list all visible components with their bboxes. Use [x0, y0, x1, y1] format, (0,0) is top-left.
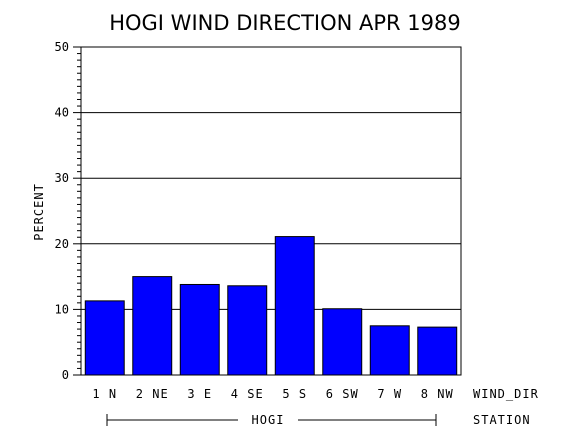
bar-8 — [417, 326, 458, 376]
station-axis-label: STATION — [473, 413, 531, 427]
bar-6 — [322, 308, 363, 376]
bar-7 — [369, 325, 410, 376]
x-tick-label: 2 NE — [136, 387, 169, 401]
y-tick-label: 10 — [55, 302, 69, 316]
bar-3 — [179, 283, 220, 376]
y-tick-label: 20 — [55, 237, 69, 251]
station-bracket: HOGI — [106, 413, 437, 427]
bar-5 — [274, 236, 315, 376]
y-tick-label: 40 — [55, 106, 69, 120]
y-tick-label: 50 — [55, 40, 69, 54]
chart-title: HOGI WIND DIRECTION APR 1989 — [109, 11, 461, 35]
x-tick-label: 4 SE — [231, 387, 264, 401]
x-tick-label: 6 SW — [326, 387, 359, 401]
grid-lines — [81, 46, 461, 310]
x-tick-label: 5 S — [282, 387, 307, 401]
y-tick-label: 0 — [62, 368, 69, 382]
x-axis-label: WIND_DIR — [473, 387, 539, 401]
bars — [84, 236, 458, 376]
x-tick-label: 3 E — [187, 387, 212, 401]
y-tick-label: 30 — [55, 171, 69, 185]
x-tick-label: 7 W — [377, 387, 402, 401]
station-group-label: HOGI — [252, 413, 285, 427]
bar-4 — [227, 285, 268, 376]
bar-1 — [84, 300, 125, 376]
x-tick-label: 8 NW — [421, 387, 454, 401]
bar-2 — [132, 276, 173, 376]
y-axis: 0 10 20 30 40 50 — [55, 40, 81, 382]
y-axis-label: PERCENT — [32, 183, 46, 241]
x-axis: 1 N 2 NE 3 E 4 SE 5 S 6 SW 7 W 8 NW — [92, 387, 454, 401]
x-tick-label: 1 N — [92, 387, 117, 401]
